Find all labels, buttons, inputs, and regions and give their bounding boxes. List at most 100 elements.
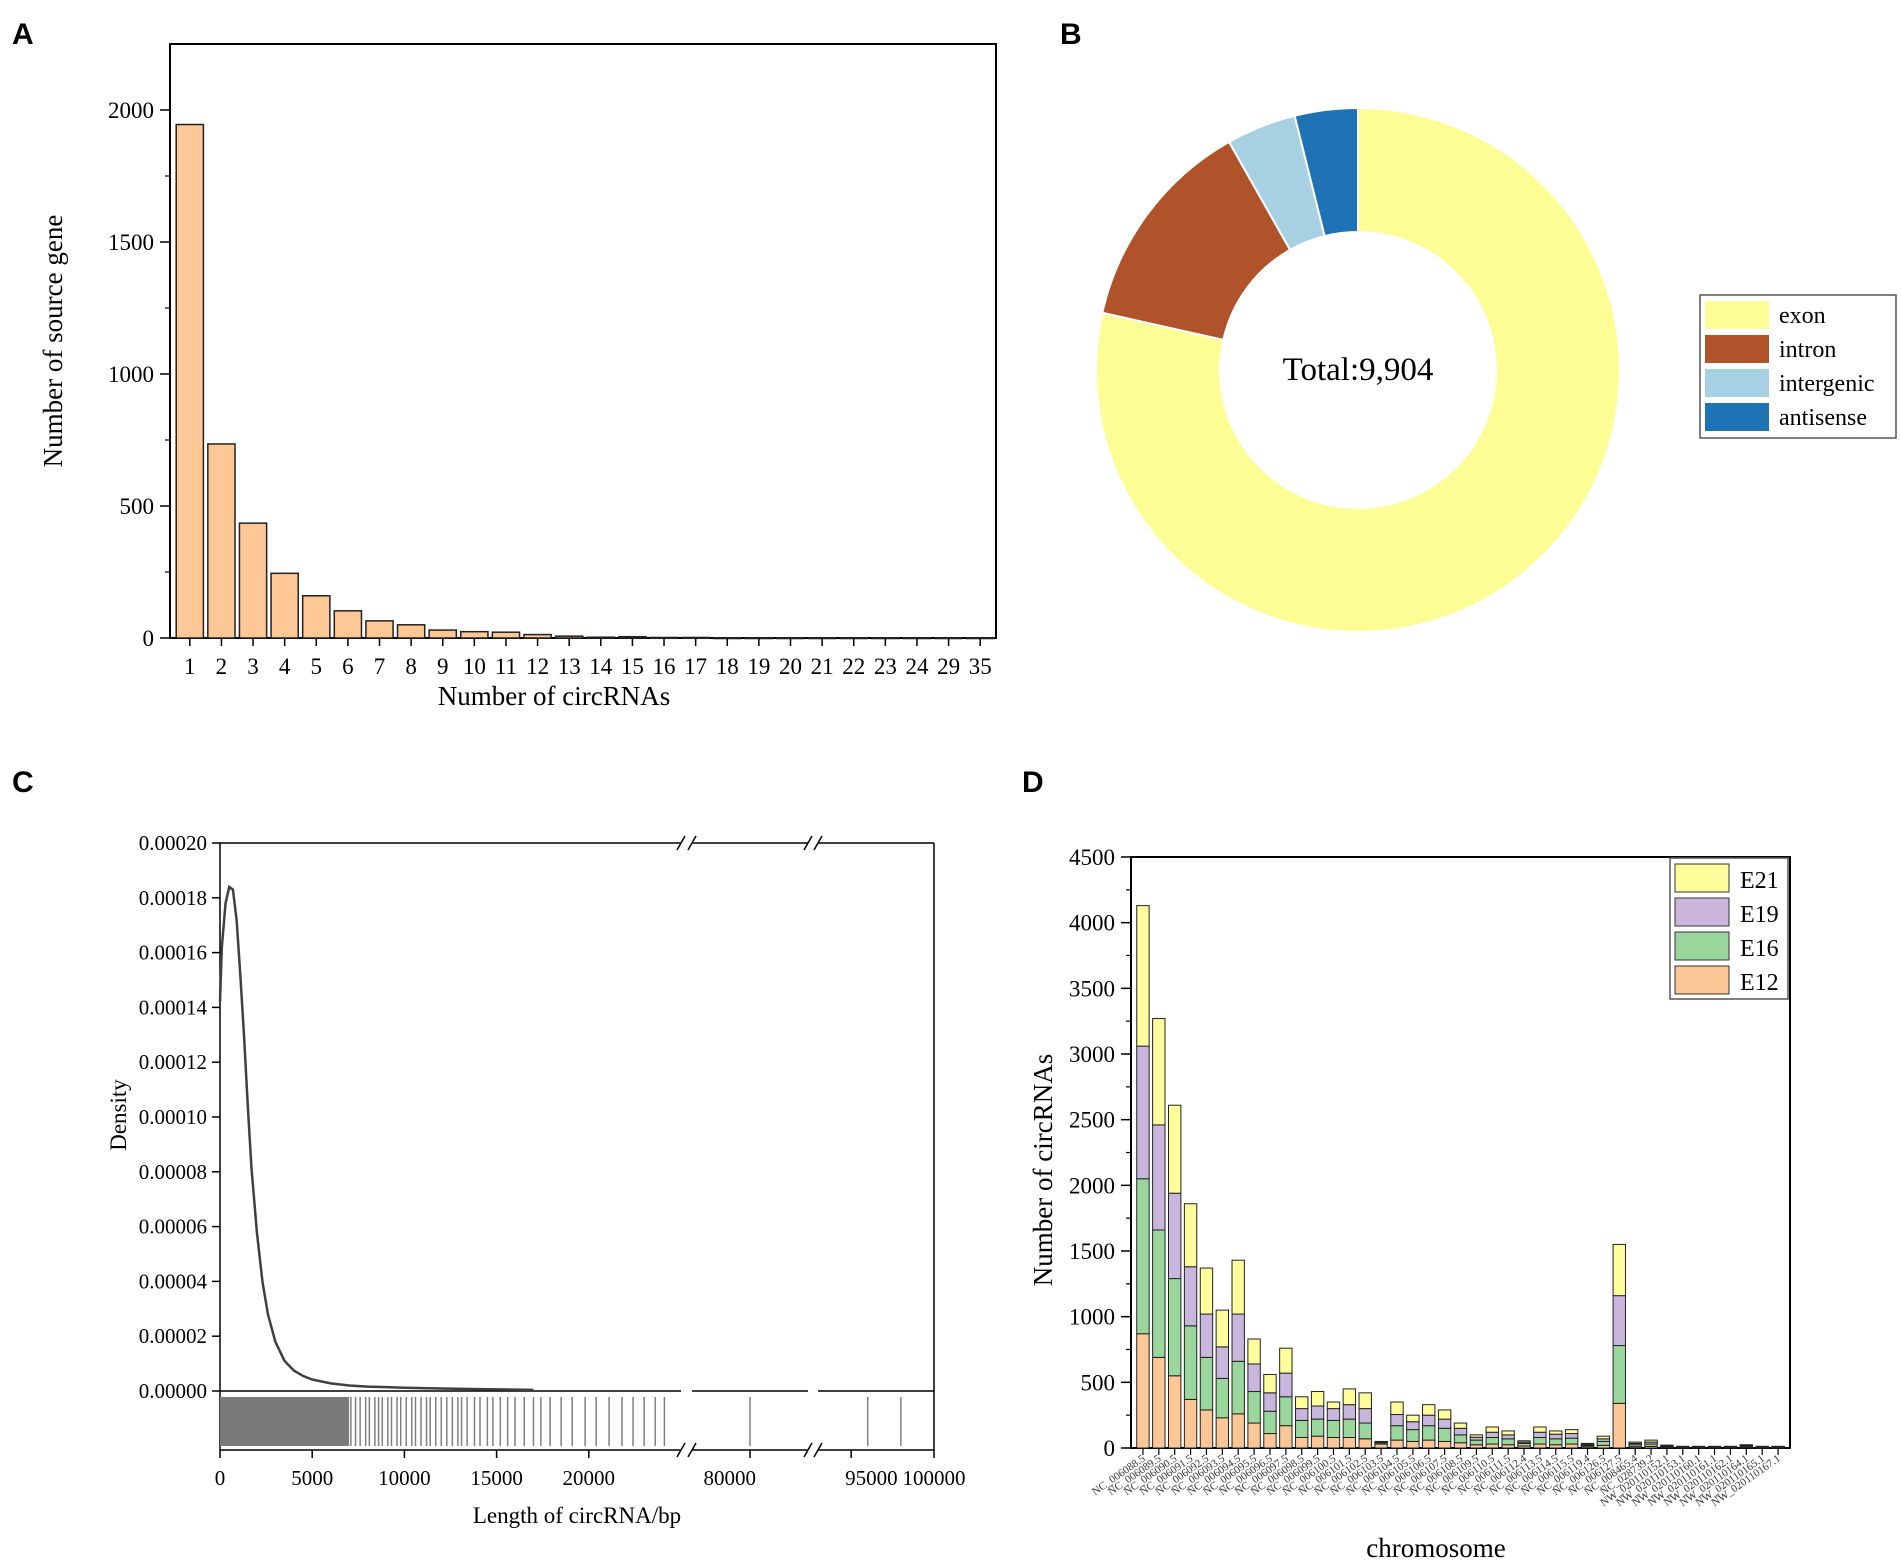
panel-d-bar-E21-NW_020110161.1	[1707, 1445, 1722, 1448]
panel-d-bar-E12-NC_006102.5	[1358, 1438, 1372, 1449]
panel-c-y-tick-label: 0.00020	[139, 831, 207, 855]
panel-d-label: D	[1022, 766, 1044, 799]
panel-d-bar-E12-NC_006099.5	[1310, 1435, 1325, 1449]
panel-d-bar-E16-NC_006115.5	[1564, 1437, 1579, 1445]
panel-c-y-axis-title: Density	[106, 1079, 131, 1151]
panel-d-legend-label-E16: E16	[1740, 936, 1779, 962]
panel-d-bar-E12-NC_006091.5	[1183, 1398, 1198, 1449]
panel-d-y-tick-label: 4000	[1069, 911, 1115, 936]
panel-a-bar-12	[523, 633, 552, 639]
panel-b-legend-label-intron: intron	[1779, 337, 1836, 363]
panel-d-bar-E16-NC_006097.5	[1279, 1396, 1293, 1427]
panel-c-y-tick-label: 0.00006	[139, 1215, 207, 1239]
panel-d-bar-E21-NW_020110160.1	[1691, 1445, 1706, 1448]
panel-b-slice-exon	[1095, 106, 1621, 633]
panel-c-x-tick-label: 0	[215, 1466, 226, 1490]
panel-d-bar-E19-NC_006104.5	[1390, 1414, 1404, 1427]
panel-d-bar-E16-NC_006101.5	[1342, 1418, 1357, 1438]
panel-a-bar-3	[238, 522, 268, 639]
panel-d-bar-E19-NC_006114.5	[1549, 1433, 1563, 1440]
panel-b-legend-label-intergenic: intergenic	[1779, 371, 1875, 397]
panel-d-bar-E16-NC_006096.5	[1263, 1410, 1277, 1435]
panel-d-bar-E16-NC_006104.5	[1390, 1425, 1404, 1441]
panel-d-bar-E12-NC_006092.5	[1199, 1409, 1214, 1449]
panel-d-bar-E19-NC_006090.5	[1168, 1192, 1182, 1280]
panel-d-legend-swatch-E16	[1674, 931, 1730, 961]
panel-c-y-tick-label: 0.00016	[139, 941, 207, 965]
panel-a-x-tick-label: 8	[405, 654, 417, 679]
panel-d-legend-swatch-E21	[1674, 863, 1730, 893]
panel-a-bar-8	[396, 624, 426, 639]
panel-a-x-tick-label: 19	[747, 654, 770, 679]
panel-d-bar-E16-NC_006098.5	[1295, 1419, 1309, 1438]
panel-c-axis-break-mark	[676, 1442, 686, 1458]
panel-d-bar-E16-NC_006102.5	[1358, 1422, 1372, 1440]
panel-d-bar-E21-NC_006119.4	[1580, 1442, 1595, 1445]
panel-d-x-axis-title: chromosome	[1366, 1533, 1505, 1563]
panel-d-bar-E12-NC_006100.5	[1326, 1436, 1341, 1449]
panel-b-legend-label-exon: exon	[1779, 303, 1826, 329]
panel-a-y-tick-label: 1500	[108, 230, 154, 255]
panel-d-bar-E21-NC_006113.5	[1533, 1426, 1547, 1433]
panel-b-slice-antisense	[1293, 106, 1359, 238]
panel-a-y-tick-label: 500	[120, 494, 155, 519]
panel-d-bar-E16-NC_006099.5	[1310, 1418, 1325, 1437]
panel-a-x-tick-label: 6	[342, 654, 354, 679]
panel-c-axis-break-mark	[813, 835, 823, 851]
panel-b-slice-intron	[1101, 140, 1292, 342]
panel-a-y-tick-label: 2000	[108, 98, 154, 123]
panel-c-axis-break-mark	[676, 835, 686, 851]
panel-d-bar-E16-NC_006094.5	[1231, 1360, 1245, 1415]
panel-d-bar-E12-NC_006127.5	[1612, 1402, 1626, 1449]
panel-d-bar-E12-NC_006090.5	[1168, 1375, 1182, 1449]
panel-d-bar-E21-NC_006100.5	[1326, 1401, 1341, 1410]
panel-d-bar-E19-NC_006101.5	[1342, 1404, 1357, 1420]
panel-d-bar-E19-NC_006107.5	[1437, 1418, 1452, 1429]
panel-a-bar-6	[333, 610, 363, 639]
panel-a-x-tick-label: 17	[684, 654, 707, 679]
panel-d-y-tick-label: 1000	[1069, 1305, 1115, 1330]
panel-c-x-tick-label: 80000	[704, 1466, 757, 1490]
panel-d-bar-E19-NC_006105.5	[1406, 1421, 1420, 1431]
panel-a-bar-5	[301, 595, 331, 639]
panel-c-axis-break-mark	[803, 1442, 813, 1458]
panel-d-bar-E21-NC_008465.4	[1628, 1441, 1642, 1444]
panel-d-bar-E21-NC_006115.5	[1564, 1429, 1579, 1435]
panel-d-bar-E16-NC_006106.5	[1422, 1425, 1436, 1441]
panel-a-x-tick-label: 7	[374, 654, 386, 679]
panel-d-bar-E21-NC_006095.5	[1247, 1338, 1261, 1365]
panel-d-bar-E21-NW_020110153.1	[1676, 1445, 1690, 1448]
panel-d-bar-E19-NC_006093.5	[1215, 1346, 1230, 1379]
panel-b-donut-chart: B Total:9,904 exon intron intergenic antise…	[1060, 18, 1897, 633]
panel-a-x-tick-label: 24	[905, 654, 929, 679]
panel-a-bar-14	[586, 636, 616, 639]
panel-a-x-tick-label: 11	[495, 654, 517, 679]
panel-d-bar-E16-NC_006095.5	[1247, 1391, 1261, 1424]
panel-c-y-tick-label: 0.00012	[139, 1050, 207, 1074]
panel-d-bar-E19-NC_006099.5	[1310, 1405, 1325, 1420]
panel-d-bar-E19-NC_006089.5	[1152, 1124, 1166, 1231]
panel-c-y-tick-label: 0.00002	[139, 1324, 207, 1348]
panel-b-total-label: Total:9,904	[1283, 352, 1434, 388]
panel-d-bar-E19-NC_006110.5	[1485, 1431, 1499, 1438]
panel-b-legend: exon intron intergenic antisense	[1699, 294, 1897, 439]
panel-d-bar-E19-NC_006092.5	[1199, 1313, 1214, 1358]
panel-d-y-tick-label: 3500	[1069, 976, 1115, 1001]
panel-d-bar-E12-NC_006110.5	[1485, 1443, 1499, 1449]
panel-a-bar-7	[365, 620, 394, 639]
panel-d-bar-E21-NC_006096.5	[1263, 1373, 1277, 1394]
panel-d-bar-E21-NC_006112.4	[1517, 1440, 1531, 1443]
panel-c-y-tick-label: 0.00014	[139, 995, 208, 1019]
panel-d-bar-E12-NC_006104.5	[1390, 1439, 1404, 1449]
panel-d-bar-E19-NC_006098.5	[1295, 1408, 1309, 1421]
panel-b-label: B	[1060, 18, 1082, 51]
panel-d-bar-E12-NC_006108.5	[1453, 1442, 1468, 1449]
panel-d-y-axis-title: Number of circRNAs	[1028, 1054, 1058, 1286]
panel-d-bar-E19-NC_006096.5	[1263, 1392, 1277, 1412]
panel-a-x-tick-label: 21	[811, 654, 834, 679]
panel-d-y-tick-label: 2000	[1069, 1173, 1115, 1198]
panel-a-x-tick-label: 13	[558, 654, 581, 679]
panel-a-x-tick-label: 5	[311, 654, 323, 679]
panel-a-x-axis-title: Number of circRNAs	[438, 681, 670, 711]
